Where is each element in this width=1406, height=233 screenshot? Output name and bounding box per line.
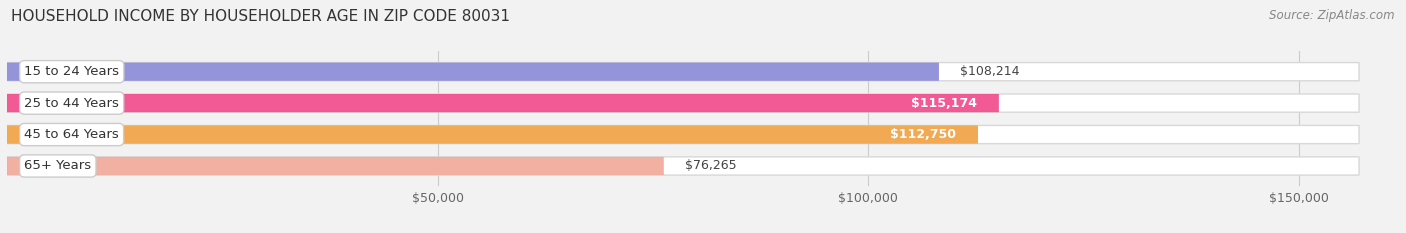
Text: $108,214: $108,214 [960,65,1019,78]
FancyBboxPatch shape [7,94,998,112]
FancyBboxPatch shape [7,157,664,175]
Text: 45 to 64 Years: 45 to 64 Years [24,128,120,141]
FancyBboxPatch shape [7,125,1360,144]
FancyBboxPatch shape [7,63,939,81]
Text: HOUSEHOLD INCOME BY HOUSEHOLDER AGE IN ZIP CODE 80031: HOUSEHOLD INCOME BY HOUSEHOLDER AGE IN Z… [11,9,510,24]
Text: 15 to 24 Years: 15 to 24 Years [24,65,120,78]
Text: 25 to 44 Years: 25 to 44 Years [24,97,120,110]
Text: 65+ Years: 65+ Years [24,159,91,172]
FancyBboxPatch shape [7,125,979,144]
FancyBboxPatch shape [7,157,1360,175]
Text: $115,174: $115,174 [911,97,977,110]
Text: $76,265: $76,265 [685,159,737,172]
FancyBboxPatch shape [7,63,1360,81]
Text: $112,750: $112,750 [890,128,956,141]
Text: Source: ZipAtlas.com: Source: ZipAtlas.com [1270,9,1395,22]
FancyBboxPatch shape [7,94,1360,112]
